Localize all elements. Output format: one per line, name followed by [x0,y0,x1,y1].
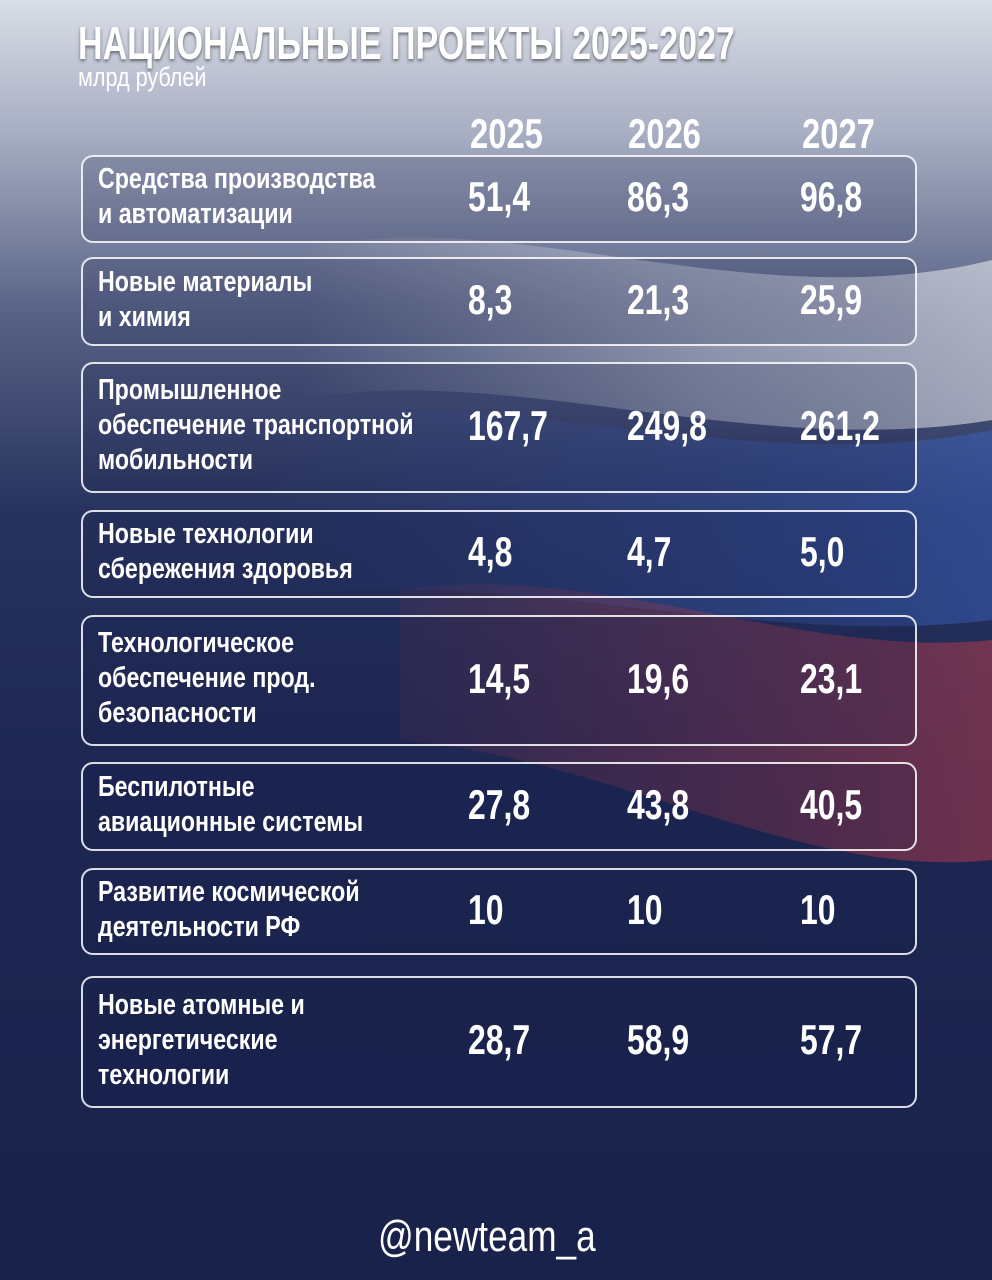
cell-value: 27,8 [468,780,531,828]
table-row [81,362,917,493]
cell-value: 86,3 [627,173,690,220]
cell-value: 19,6 [627,654,690,702]
row-label: обеспечение транспортной [98,409,414,441]
row-label: авиационные системы [98,805,364,838]
row-label: Промышленное [98,374,282,406]
table-row [81,762,917,851]
title: НАЦИОНАЛЬНЫЕ ПРОЕКТЫ 2025-2027 [78,17,735,69]
cell-value: 10 [800,885,836,933]
cell-value: 57,7 [800,1016,863,1063]
cell-value: 4,8 [468,528,513,575]
table-row [81,510,917,598]
row-label: Технологическое [98,627,294,659]
cell-value: 4,7 [627,528,672,575]
cell-value: 51,4 [468,173,531,220]
cell-value: 40,5 [800,780,863,828]
cell-value: 249,8 [627,401,707,449]
footer: @newteam_a [378,1212,596,1261]
column-header: 2025 [470,110,543,157]
cell-value: 58,9 [627,1016,690,1063]
row-label: Новые материалы [98,265,313,298]
cell-value: 96,8 [800,173,863,220]
row-label: Развитие космической [98,875,360,908]
row-label: Новые технологии [98,518,314,550]
table-row [81,155,917,243]
table-row [81,615,917,746]
table-row [81,257,917,346]
cell-value: 261,2 [800,401,880,449]
row-label: и автоматизации [98,198,293,230]
cell-value: 23,1 [800,654,863,702]
cell-value: 167,7 [468,401,548,449]
row-label: технологии [98,1058,230,1091]
cell-value: 10 [627,885,663,933]
cell-value: 28,7 [468,1016,531,1063]
column-header: 2026 [628,110,701,157]
row-label: деятельности РФ [98,910,301,943]
row-label: сбережения здоровья [98,553,353,585]
cell-value: 10 [468,885,504,933]
row-label: энергетические [98,1023,278,1056]
cell-value: 14,5 [468,654,531,702]
table-row [81,868,917,955]
row-label: Новые атомные и [98,988,305,1021]
column-header: 2027 [802,110,875,157]
row-label: мобильности [98,444,254,476]
cell-value: 5,0 [800,528,845,575]
row-label: обеспечение прод. [98,662,316,694]
row-label: Средства производства [98,163,376,195]
row-label: и химия [98,300,191,333]
row-label: Беспилотные [98,770,255,803]
cell-value: 8,3 [468,275,513,323]
subtitle: млрд рублей [78,62,207,92]
table-row [81,976,917,1108]
cell-value: 25,9 [800,275,863,323]
row-label: безопасности [98,697,257,729]
cell-value: 21,3 [627,275,690,323]
cell-value: 43,8 [627,780,690,828]
